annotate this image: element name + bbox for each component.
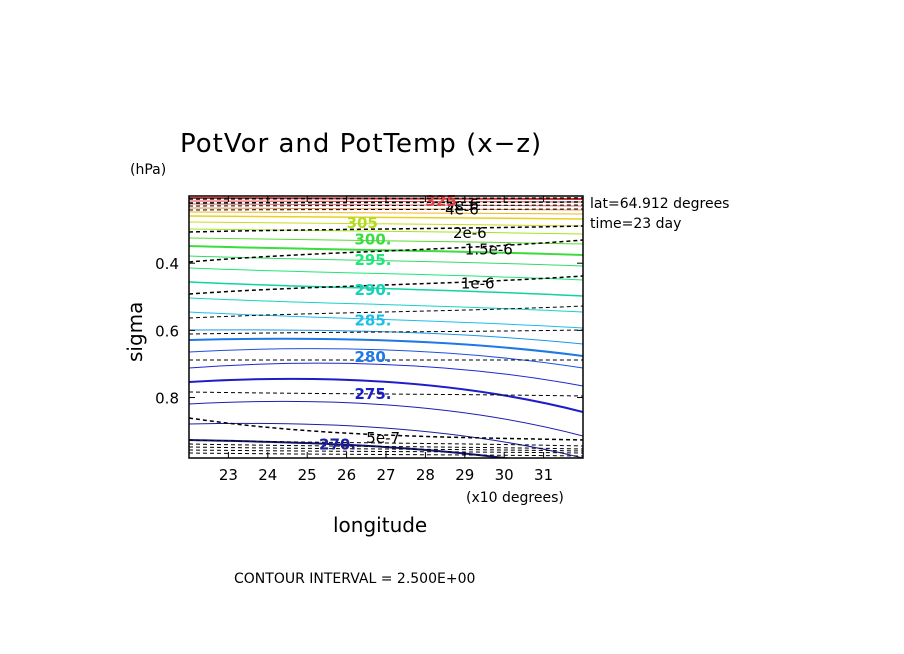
pottemp-contour <box>189 422 583 458</box>
y-axis: 0.4 0.6 0.8 <box>155 255 583 408</box>
potvor-contour <box>189 452 583 457</box>
pottemp-contour <box>189 211 583 215</box>
potvor-label: 4e-6 <box>445 200 479 218</box>
potvor-label: 1e-6 <box>461 274 495 292</box>
pottemp-contour <box>189 377 583 413</box>
x-tick-label: 29 <box>455 466 474 484</box>
y-tick-label: 0.4 <box>155 255 179 273</box>
x-axis-title: longitude <box>333 513 427 537</box>
potvor-contour <box>189 329 583 335</box>
pottemp-contour <box>189 281 583 297</box>
pottemp-contour <box>189 348 583 369</box>
x-tick-label: 28 <box>416 466 435 484</box>
pottemp-contour <box>189 221 583 227</box>
pottemp-label: 270. <box>319 436 356 454</box>
potvor-contour <box>189 275 583 295</box>
potvor-label: 2e-6 <box>453 224 487 242</box>
pottemp-contour <box>189 297 583 313</box>
x-tick-label: 26 <box>337 466 356 484</box>
potvor-contour <box>189 305 583 319</box>
pottemp-contour <box>189 203 583 207</box>
pottemp-contour <box>189 267 583 281</box>
x-tick-label: 23 <box>219 466 238 484</box>
potvor-label: 1.5e-6 <box>465 241 513 259</box>
contour-interval-footer: CONTOUR INTERVAL = 2.500E+00 <box>234 571 475 587</box>
pottemp-label: 295. <box>354 251 391 269</box>
potvor-contour <box>189 439 583 447</box>
pottemp-contour <box>189 311 583 329</box>
annotation-time: time=23 day <box>590 216 681 232</box>
pottemp-contour <box>189 245 583 256</box>
potvor-contour <box>189 449 583 454</box>
y-unit-note: (hPa) <box>130 162 166 178</box>
potvor-contour <box>189 201 583 204</box>
pottemp-label: 280. <box>354 348 391 366</box>
potvor-contour <box>189 204 583 207</box>
potvor-contour <box>189 239 583 263</box>
x-tick-label: 30 <box>495 466 514 484</box>
pottemp-contour <box>189 400 583 437</box>
x-tick-label: 24 <box>258 466 277 484</box>
pottemp-contour <box>189 228 583 235</box>
potvor-labels: 5e-64e-6 2e-61.5e-6 1e-6 5e-7 <box>366 195 513 446</box>
pottemp-contour <box>189 215 583 220</box>
pottemp-label: 275. <box>354 385 391 403</box>
pottemp-contour <box>189 255 583 267</box>
pottemp-label: 325 <box>425 192 456 210</box>
chart-title: PotVor and PotTemp (x−z) <box>180 129 542 159</box>
x-axis: 23 24 25 26 27 28 29 30 31 <box>219 196 553 484</box>
pottemp-label: 305 <box>347 214 378 232</box>
y-tick-label: 0.6 <box>155 322 179 340</box>
y-tick-label: 0.8 <box>155 390 179 408</box>
y-axis-title: sigma <box>123 302 147 362</box>
potvor-contour <box>189 197 583 200</box>
contour-lines <box>189 197 583 458</box>
potvor-contour <box>189 446 583 452</box>
pottemp-contour <box>189 200 583 203</box>
x-tick-label: 27 <box>376 466 395 484</box>
pottemp-contour <box>189 237 583 245</box>
pottemp-contour <box>189 362 583 387</box>
potvor-contour <box>189 391 583 397</box>
potvor-label: 5e-7 <box>366 429 400 447</box>
pottemp-contour <box>189 207 583 211</box>
potvor-contour <box>189 208 583 211</box>
pottemp-label: 300. <box>354 231 391 249</box>
potvor-contour <box>189 417 583 441</box>
x-tick-label: 31 <box>534 466 553 484</box>
pottemp-contour <box>189 337 583 357</box>
x-tick-label: 25 <box>298 466 317 484</box>
potvor-contour <box>189 443 583 450</box>
x-unit-note: (x10 degrees) <box>466 490 564 506</box>
pottemp-label: 285. <box>354 311 391 329</box>
potvor-label: 5e-6 <box>445 195 479 213</box>
potvor-contour <box>189 225 583 233</box>
pottemp-label: 290. <box>354 281 391 299</box>
annotation-lat: lat=64.912 degrees <box>590 196 729 212</box>
